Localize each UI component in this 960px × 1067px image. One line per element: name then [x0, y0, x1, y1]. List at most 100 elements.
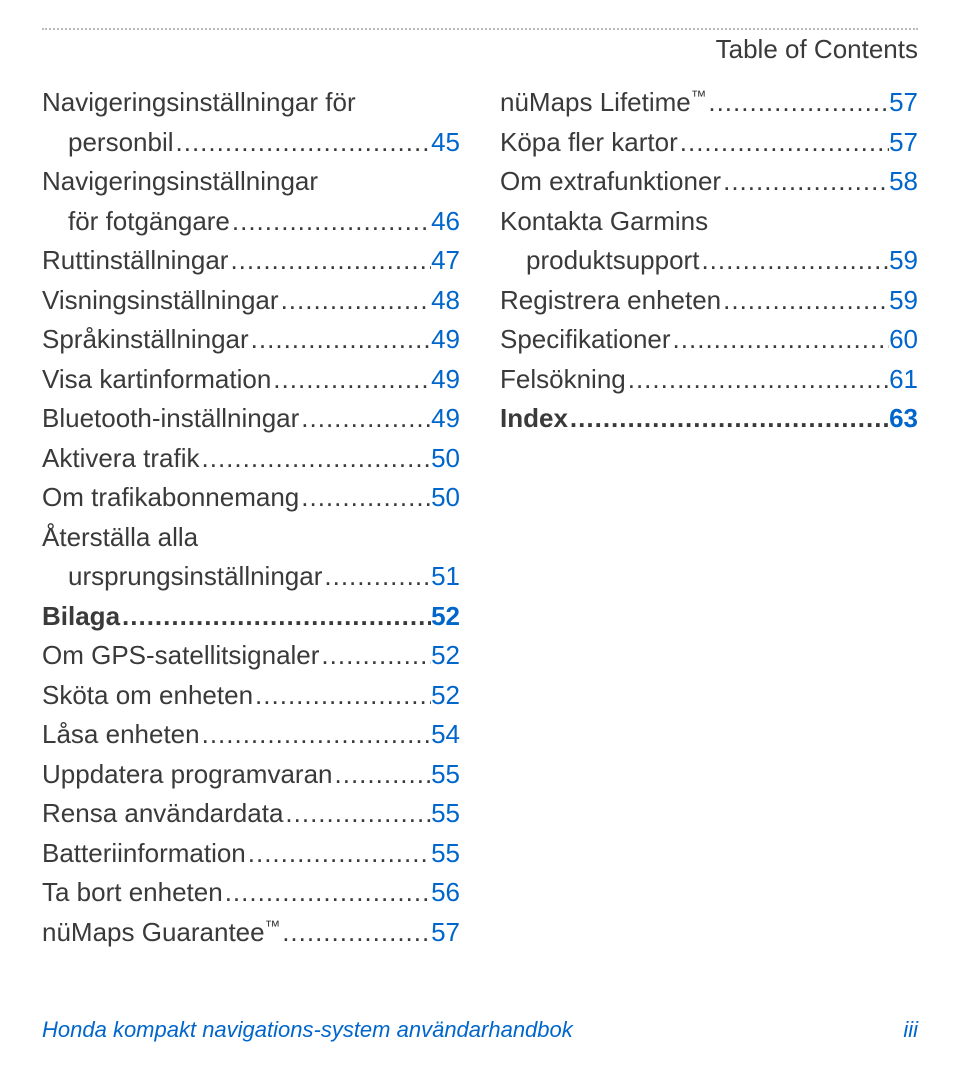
toc-entry-page: 59 [889, 281, 918, 321]
toc-leader: ........................................… [706, 83, 889, 123]
toc-leader: ........................................… [279, 281, 432, 321]
toc-entry-label: nüMaps Lifetime™ [500, 83, 706, 123]
toc-wrap-line: Återställa alla [42, 518, 460, 558]
toc-entry-page: 54 [431, 715, 460, 755]
toc-entry-page: 57 [431, 913, 460, 953]
toc-leader: ........................................… [120, 597, 431, 637]
toc-entry-page: 55 [431, 834, 460, 874]
toc-leader: ........................................… [200, 715, 431, 755]
toc-leader: ........................................… [333, 755, 432, 795]
toc-entry[interactable]: Låsa enheten............................… [42, 715, 460, 755]
toc-entry-label: Bilaga [42, 597, 120, 637]
toc-entry[interactable]: Bilaga..................................… [42, 597, 460, 637]
toc-entry-page: 55 [431, 794, 460, 834]
toc-entry-label: Aktivera trafik [42, 439, 200, 479]
toc-leader: ........................................… [280, 913, 431, 953]
toc-entry[interactable]: nüMaps Lifetime™........................… [500, 83, 918, 123]
toc-leader: ........................................… [319, 636, 431, 676]
toc-entry[interactable]: Sköta om enheten........................… [42, 676, 460, 716]
footer-page-number: iii [903, 1017, 918, 1043]
toc-entry-label: Registrera enheten [500, 281, 721, 321]
toc-entry[interactable]: Rensa användardata......................… [42, 794, 460, 834]
toc-entry-page: 57 [889, 83, 918, 123]
footer-text: Honda kompakt navigations-system använda… [42, 1017, 573, 1043]
toc-leader: ........................................… [568, 399, 889, 439]
toc-leader: ........................................… [246, 834, 431, 874]
toc-entry-page: 52 [431, 636, 460, 676]
toc-leader: ........................................… [699, 241, 889, 281]
page-header-title: Table of Contents [42, 34, 918, 65]
toc-wrap-line: Navigeringsinställningar för [42, 83, 460, 123]
trademark-icon: ™ [265, 918, 281, 935]
toc-entry[interactable]: Felsökning..............................… [500, 360, 918, 400]
toc-leader: ........................................… [230, 202, 431, 242]
trademark-icon: ™ [691, 88, 707, 105]
toc-entry-label: Batteriinformation [42, 834, 246, 874]
toc-entry-label: produktsupport [526, 241, 699, 281]
toc-entry[interactable]: nüMaps Guarantee™.......................… [42, 913, 460, 953]
toc-wrap-line: Kontakta Garmins [500, 202, 918, 242]
toc-entry-page: 61 [889, 360, 918, 400]
toc-entry[interactable]: Visa kartinformation....................… [42, 360, 460, 400]
toc-entry[interactable]: Index...................................… [500, 399, 918, 439]
toc-entry-label: Index [500, 399, 568, 439]
toc-leader: ........................................… [671, 320, 890, 360]
toc-entry-label: Köpa fler kartor [500, 123, 678, 163]
toc-leader: ........................................… [678, 123, 889, 163]
toc-entry-page: 51 [431, 557, 460, 597]
toc-leader: ........................................… [626, 360, 889, 400]
toc-entry-label: Rensa användardata [42, 794, 283, 834]
toc-entry-label: nüMaps Guarantee™ [42, 913, 280, 953]
toc-entry[interactable]: för fotgängare..........................… [42, 202, 460, 242]
toc-leader: ........................................… [249, 320, 431, 360]
toc-leader: ........................................… [223, 873, 431, 913]
toc-entry-page: 49 [431, 399, 460, 439]
toc-entry-label: Visningsinställningar [42, 281, 279, 321]
toc-entry[interactable]: Bluetooth-inställningar.................… [42, 399, 460, 439]
toc-entry-page: 56 [431, 873, 460, 913]
toc-entry-page: 49 [431, 360, 460, 400]
toc-entry-page: 48 [431, 281, 460, 321]
toc-entry[interactable]: Språkinställningar......................… [42, 320, 460, 360]
toc-entry[interactable]: Uppdatera programvaran..................… [42, 755, 460, 795]
toc-wrap-line: Navigeringsinställningar [42, 162, 460, 202]
toc-entry-page: 45 [431, 123, 460, 163]
toc-leader: ........................................… [299, 478, 431, 518]
toc-entry[interactable]: Ruttinställningar.......................… [42, 241, 460, 281]
toc-columns: Navigeringsinställningar förpersonbil...… [42, 83, 918, 952]
toc-leader: ........................................… [721, 281, 889, 321]
toc-entry-page: 52 [431, 676, 460, 716]
toc-entry[interactable]: personbil...............................… [42, 123, 460, 163]
toc-entry[interactable]: ursprungsinställningar..................… [42, 557, 460, 597]
toc-entry-label: Uppdatera programvaran [42, 755, 333, 795]
toc-leader: ........................................… [228, 241, 431, 281]
toc-entry-label: Låsa enheten [42, 715, 200, 755]
toc-entry[interactable]: Specifikationer.........................… [500, 320, 918, 360]
toc-entry[interactable]: produktsupport..........................… [500, 241, 918, 281]
toc-entry-page: 50 [431, 439, 460, 479]
toc-entry-page: 46 [431, 202, 460, 242]
toc-entry-page: 52 [431, 597, 460, 637]
toc-entry[interactable]: Aktivera trafik.........................… [42, 439, 460, 479]
toc-entry-label: Ruttinställningar [42, 241, 228, 281]
toc-entry[interactable]: Batteriinformation......................… [42, 834, 460, 874]
toc-entry-label: ursprungsinställningar [68, 557, 322, 597]
toc-entry[interactable]: Ta bort enheten.........................… [42, 873, 460, 913]
toc-entry[interactable]: Visningsinställningar...................… [42, 281, 460, 321]
toc-entry[interactable]: Registrera enheten......................… [500, 281, 918, 321]
toc-entry-page: 57 [889, 123, 918, 163]
toc-entry[interactable]: Om extrafunktioner......................… [500, 162, 918, 202]
toc-leader: ........................................… [271, 360, 431, 400]
toc-leader: ........................................… [200, 439, 432, 479]
toc-entry[interactable]: Om trafikabonnemang.....................… [42, 478, 460, 518]
toc-leader: ........................................… [322, 557, 431, 597]
toc-entry-page: 49 [431, 320, 460, 360]
toc-leader: ........................................… [283, 794, 431, 834]
toc-leader: ........................................… [299, 399, 431, 439]
toc-entry-label: Om GPS-satellitsignaler [42, 636, 319, 676]
toc-entry[interactable]: Köpa fler kartor........................… [500, 123, 918, 163]
toc-entry-page: 58 [889, 162, 918, 202]
toc-leader: ........................................… [253, 676, 431, 716]
toc-entry-label: för fotgängare [68, 202, 230, 242]
toc-entry[interactable]: Om GPS-satellitsignaler.................… [42, 636, 460, 676]
